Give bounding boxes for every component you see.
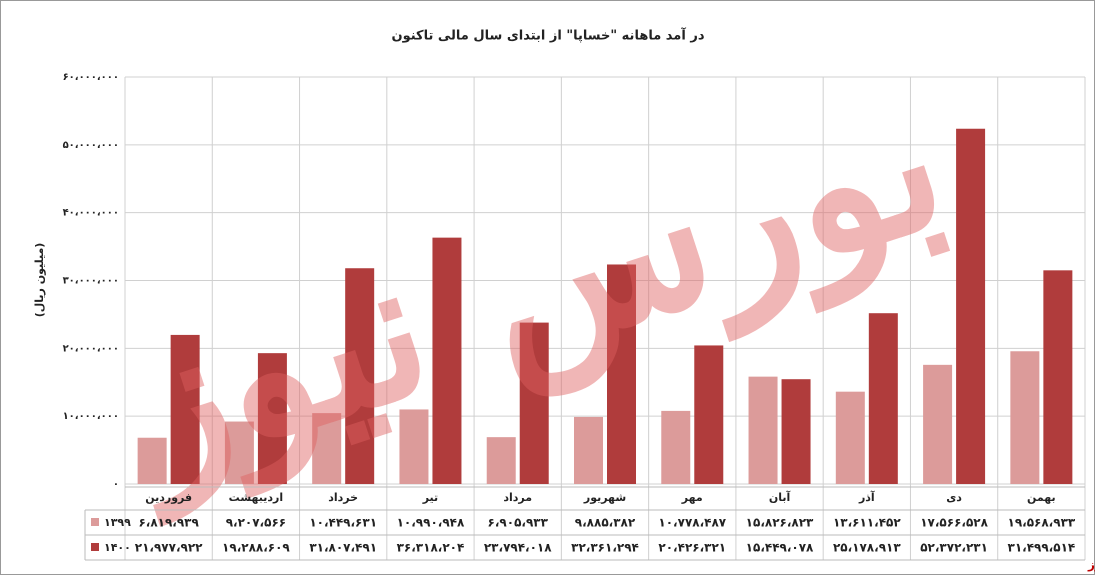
table-value: ۱۷،۵۶۶،۵۲۸ bbox=[920, 516, 988, 530]
bar bbox=[399, 409, 429, 484]
table-value: ۱۹،۵۶۸،۹۳۳ bbox=[1008, 516, 1076, 530]
legend-swatch bbox=[91, 518, 99, 526]
y-tick-label: ۰ bbox=[113, 479, 119, 490]
table-value: ۱۳،۶۱۱،۴۵۲ bbox=[833, 516, 901, 530]
table-value: ۱۵،۸۲۶،۸۲۳ bbox=[746, 516, 814, 530]
table-value: ۳۶،۳۱۸،۲۰۴ bbox=[397, 541, 465, 555]
y-axis-label: (میلیون ریال) bbox=[33, 243, 46, 318]
x-tick-label: شهریور bbox=[583, 491, 626, 504]
x-tick-label: مهر bbox=[681, 491, 703, 504]
bar bbox=[312, 413, 342, 484]
source: بورس نیوز bbox=[1087, 558, 1095, 573]
legend-label: ۱۳۹۹ bbox=[104, 516, 131, 529]
x-tick-label: آبان bbox=[769, 490, 791, 504]
y-tick-label: ۳۰،۰۰۰،۰۰۰ bbox=[63, 276, 119, 287]
bar bbox=[661, 410, 691, 484]
table-value: ۳۲،۳۶۱،۲۹۴ bbox=[571, 541, 639, 555]
bar bbox=[923, 364, 953, 484]
x-tick-label: مرداد bbox=[503, 491, 532, 504]
bar bbox=[781, 379, 811, 484]
table-value: ۱۵،۴۴۹،۰۷۸ bbox=[746, 541, 814, 555]
bar bbox=[257, 353, 287, 484]
bar bbox=[1010, 351, 1040, 484]
bar bbox=[519, 322, 549, 484]
bar bbox=[694, 345, 724, 484]
y-tick-label: ۵۰،۰۰۰،۰۰۰ bbox=[63, 140, 119, 151]
bar bbox=[170, 334, 200, 484]
y-tick-label: ۱۰،۰۰۰،۰۰۰ bbox=[63, 411, 119, 422]
x-tick-label: فروردین bbox=[145, 491, 192, 504]
bar bbox=[748, 376, 778, 484]
bar bbox=[432, 237, 462, 484]
y-tick-label: ۲۰،۰۰۰،۰۰۰ bbox=[63, 343, 119, 354]
table-value: ۳۱،۴۹۹،۵۱۴ bbox=[1008, 541, 1076, 555]
table-value: ۶،۸۱۹،۹۳۹ bbox=[138, 516, 199, 530]
legend-label: ۱۴۰۰ bbox=[104, 541, 131, 554]
chart-title: در آمد ماهانه "خساپا" از ابتدای سال مالی… bbox=[391, 27, 704, 44]
table-value: ۱۰،۷۷۸،۴۸۷ bbox=[658, 516, 726, 530]
x-tick-label: تیر bbox=[422, 491, 438, 504]
x-tick-label: دی bbox=[946, 491, 962, 504]
table-value: ۳۱،۸۰۷،۴۹۱ bbox=[309, 541, 377, 555]
table-value: ۲۵،۱۷۸،۹۱۳ bbox=[833, 541, 901, 555]
table-value: ۲۳،۷۹۴،۰۱۸ bbox=[484, 541, 552, 555]
bar bbox=[345, 268, 375, 484]
bar bbox=[137, 437, 167, 484]
x-tick-label: خرداد bbox=[328, 491, 358, 504]
x-tick-label: بهمن bbox=[1027, 491, 1056, 504]
table-value: ۱۰،۹۹۰،۹۴۸ bbox=[397, 516, 465, 530]
legend-swatch bbox=[91, 543, 99, 551]
table-value: ۱۰،۴۴۹،۶۳۱ bbox=[309, 516, 377, 530]
bar bbox=[574, 416, 603, 484]
x-tick-label: اردیبهشت bbox=[229, 491, 283, 504]
table-value: ۲۱،۹۷۷،۹۲۲ bbox=[135, 541, 203, 555]
table-value: ۲۰،۴۲۶،۳۲۱ bbox=[658, 541, 726, 555]
bar bbox=[224, 421, 254, 484]
table-value: ۹،۸۸۵،۳۸۲ bbox=[575, 516, 636, 530]
bar bbox=[1043, 270, 1073, 484]
x-tick-label: آذر bbox=[858, 490, 875, 504]
bar bbox=[486, 437, 516, 484]
table-value: ۵۲،۳۷۲،۲۳۱ bbox=[920, 541, 988, 555]
bar bbox=[835, 391, 865, 484]
bar bbox=[607, 264, 636, 484]
bar bbox=[868, 313, 898, 484]
table-value: ۹،۲۰۷،۵۶۶ bbox=[226, 516, 286, 530]
bar bbox=[956, 128, 986, 484]
table-value: ۶،۹۰۵،۹۳۳ bbox=[488, 516, 549, 530]
table-value: ۱۹،۲۸۸،۶۰۹ bbox=[222, 541, 290, 555]
y-tick-label: ۴۰،۰۰۰،۰۰۰ bbox=[63, 208, 119, 219]
y-tick-label: ۶۰،۰۰۰،۰۰۰ bbox=[63, 72, 119, 83]
